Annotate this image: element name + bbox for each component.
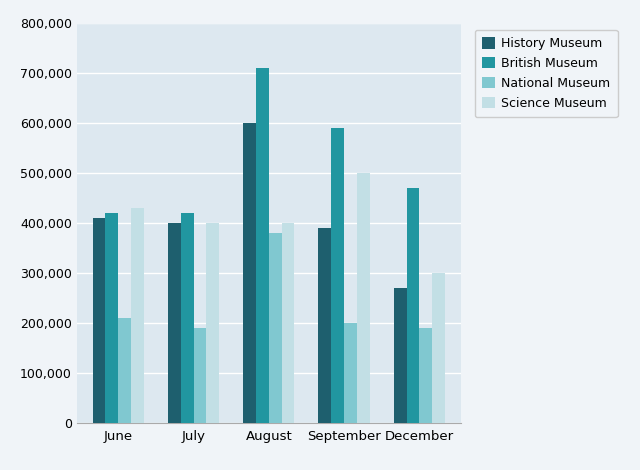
Bar [406,188,419,423]
Bar [168,223,180,423]
Bar [193,328,206,423]
Bar [269,233,282,423]
Bar [256,69,269,423]
Bar [93,218,106,423]
Bar [243,123,256,423]
Bar [180,213,193,423]
Bar [131,208,144,423]
Bar [206,223,219,423]
Bar [419,328,432,423]
Legend: History Museum, British Museum, National Museum, Science Museum: History Museum, British Museum, National… [475,30,618,118]
Bar [357,173,370,423]
Bar [344,323,357,423]
Bar [432,273,445,423]
Bar [118,318,131,423]
Bar [282,223,294,423]
Bar [332,128,344,423]
Bar [394,288,406,423]
Bar [106,213,118,423]
Bar [319,228,332,423]
